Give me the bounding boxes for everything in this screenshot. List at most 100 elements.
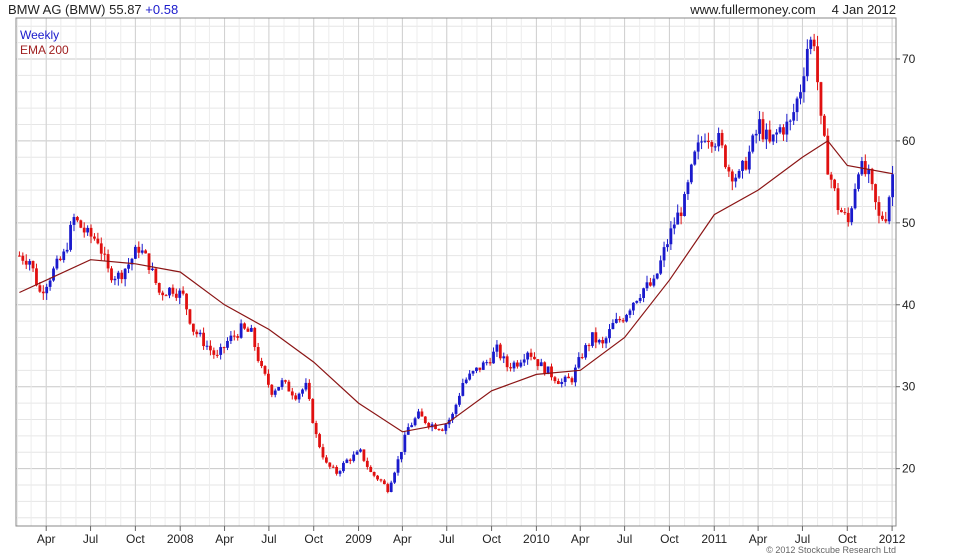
- x-tick-label: 2008: [167, 532, 194, 546]
- candle-up: [788, 120, 792, 122]
- candle-down: [567, 376, 570, 379]
- candle-up: [454, 404, 458, 414]
- candle-down: [188, 309, 192, 324]
- last-price: 55.87: [109, 2, 142, 17]
- candle-down: [877, 202, 881, 216]
- candle-up: [659, 260, 663, 274]
- candle-down: [287, 381, 291, 392]
- candle-down: [434, 424, 437, 430]
- candle-up: [741, 160, 744, 171]
- candle-up: [689, 164, 693, 183]
- candle-up: [591, 332, 594, 346]
- candle-up: [758, 119, 761, 134]
- candle-down: [437, 429, 441, 431]
- candle-down: [386, 484, 390, 492]
- candle-down: [35, 268, 38, 286]
- candle-down: [880, 215, 884, 220]
- candle-down: [529, 352, 533, 357]
- candle-down: [41, 291, 45, 294]
- candle-down: [154, 268, 158, 284]
- candle-up: [577, 357, 581, 368]
- candle-down: [137, 246, 141, 253]
- candle-down: [103, 253, 107, 255]
- candle-down: [816, 46, 819, 83]
- candle-up: [393, 472, 397, 483]
- candle-down: [826, 135, 830, 175]
- candle-down: [195, 331, 199, 335]
- candle-up: [280, 380, 284, 388]
- candle-up: [584, 345, 588, 358]
- candle-down: [38, 285, 42, 292]
- candle-up: [734, 177, 738, 182]
- candle-up: [771, 134, 775, 142]
- candle-up: [413, 418, 417, 426]
- candle-up: [352, 454, 356, 461]
- candle-down: [822, 115, 826, 136]
- candle-up: [475, 367, 478, 372]
- x-tick-label: Apr: [749, 532, 768, 546]
- candle-up: [86, 227, 90, 233]
- candle-down: [331, 466, 335, 468]
- candle-down: [440, 429, 444, 431]
- candle-down: [147, 253, 151, 270]
- candle-up: [805, 48, 809, 77]
- candle-down: [884, 219, 888, 222]
- candle-down: [253, 327, 257, 348]
- candle-up: [625, 314, 628, 322]
- candle-down: [263, 366, 267, 374]
- candle-up: [55, 258, 59, 269]
- candle-down: [515, 362, 519, 367]
- candle-up: [410, 425, 414, 428]
- candle-down: [270, 384, 274, 395]
- candle-down: [311, 399, 315, 424]
- candle-down: [618, 318, 622, 321]
- candle-up: [795, 98, 799, 113]
- candle-down: [212, 350, 216, 355]
- candle-down: [420, 411, 424, 417]
- candle-up: [693, 151, 697, 165]
- candle-down: [488, 362, 492, 364]
- candle-up: [123, 268, 127, 280]
- x-tick-label: Oct: [482, 532, 501, 546]
- candle-up: [69, 224, 72, 250]
- candle-down: [171, 287, 175, 294]
- candle-up: [151, 268, 154, 270]
- candle-down: [379, 479, 383, 481]
- candle-down: [846, 212, 850, 223]
- candle-down: [553, 377, 557, 382]
- x-tick-label: Jul: [439, 532, 454, 546]
- candle-up: [700, 141, 703, 143]
- candle-up: [458, 395, 461, 405]
- candle-down: [720, 133, 724, 146]
- candle-up: [635, 300, 639, 303]
- candle-down: [89, 227, 93, 237]
- candle-down: [556, 381, 560, 384]
- candle-up: [28, 261, 32, 265]
- chart-title: BMW AG (BMW): [8, 2, 106, 17]
- candle-down: [318, 434, 321, 448]
- candle-down: [31, 261, 35, 269]
- candle-up: [52, 268, 55, 281]
- candle-down: [99, 243, 103, 254]
- x-tick-label: Oct: [838, 532, 857, 546]
- candle-up: [655, 273, 659, 279]
- candle-down: [550, 366, 553, 378]
- candle-up: [857, 174, 860, 189]
- candle-down: [256, 347, 260, 361]
- candle-down: [82, 227, 86, 233]
- price-change: +0.58: [145, 2, 179, 17]
- candle-up: [178, 290, 182, 298]
- chart-date: 4 Jan 2012: [831, 2, 896, 17]
- candle-down: [267, 373, 270, 385]
- y-axis: 20 30 40 50 60 70: [896, 52, 916, 476]
- candle-down: [761, 119, 765, 140]
- candle-down: [215, 354, 219, 356]
- candle-up: [638, 297, 642, 301]
- candle-down: [724, 145, 727, 168]
- candle-up: [451, 413, 454, 420]
- candle-up: [65, 249, 69, 252]
- candle-up: [461, 383, 465, 396]
- site-link[interactable]: www.fullermoney.com: [690, 2, 816, 17]
- candle-up: [608, 329, 611, 339]
- candle-down: [324, 457, 328, 463]
